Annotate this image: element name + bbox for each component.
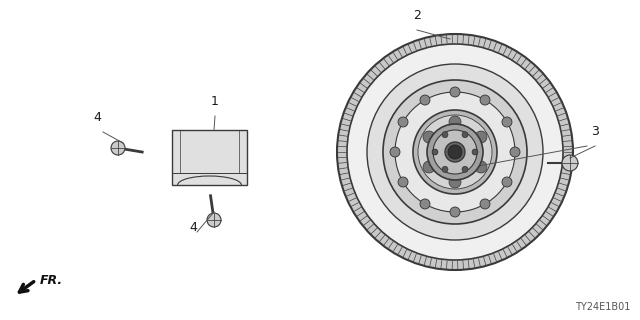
Circle shape [462, 132, 468, 138]
Circle shape [337, 34, 573, 270]
Circle shape [427, 124, 483, 180]
Circle shape [510, 147, 520, 157]
Circle shape [462, 166, 468, 172]
Circle shape [449, 116, 461, 128]
Circle shape [475, 161, 487, 173]
Circle shape [502, 117, 512, 127]
Text: 3: 3 [591, 125, 599, 138]
Circle shape [432, 149, 438, 155]
Circle shape [423, 131, 435, 143]
Circle shape [420, 95, 430, 105]
Circle shape [480, 95, 490, 105]
Circle shape [475, 131, 487, 143]
Circle shape [450, 87, 460, 97]
Circle shape [433, 130, 477, 174]
Circle shape [207, 213, 221, 227]
Circle shape [448, 145, 462, 159]
Circle shape [420, 199, 430, 209]
Text: 1: 1 [211, 95, 219, 108]
Circle shape [398, 177, 408, 187]
Circle shape [413, 110, 497, 194]
Circle shape [390, 147, 400, 157]
Circle shape [347, 44, 563, 260]
Circle shape [450, 207, 460, 217]
Circle shape [562, 155, 578, 171]
Circle shape [480, 199, 490, 209]
Text: FR.: FR. [40, 274, 63, 286]
Circle shape [442, 166, 448, 172]
Circle shape [398, 117, 408, 127]
Circle shape [383, 80, 527, 224]
Circle shape [395, 92, 515, 212]
Circle shape [442, 132, 448, 138]
Text: 4: 4 [189, 221, 197, 234]
Text: 4: 4 [93, 111, 101, 124]
Circle shape [449, 176, 461, 188]
Circle shape [423, 161, 435, 173]
Circle shape [418, 115, 492, 189]
Circle shape [472, 149, 478, 155]
Circle shape [502, 177, 512, 187]
Text: 2: 2 [413, 9, 421, 22]
Polygon shape [172, 130, 247, 185]
Circle shape [367, 64, 543, 240]
Circle shape [445, 142, 465, 162]
Text: TY24E1B01: TY24E1B01 [575, 302, 630, 312]
Circle shape [111, 141, 125, 155]
